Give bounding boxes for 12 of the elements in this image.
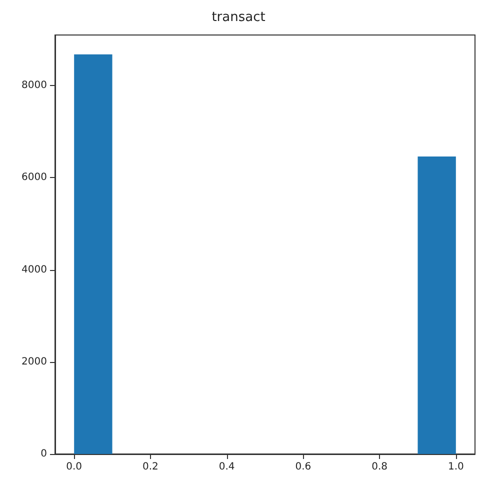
x-tick-label: 1.0 bbox=[448, 462, 464, 472]
x-tick-label: 0.6 bbox=[295, 462, 312, 472]
y-tick-label: 6000 bbox=[22, 172, 47, 184]
x-tick-label: 0.4 bbox=[218, 462, 235, 472]
chart-title: transact bbox=[212, 10, 266, 25]
y-tick-label: 8000 bbox=[22, 80, 47, 92]
x-tick-label: 0.8 bbox=[372, 462, 388, 472]
x-tick-label: 0.0 bbox=[66, 462, 82, 472]
x-tick-label: 0.2 bbox=[142, 462, 158, 472]
y-tick-label: 0 bbox=[40, 448, 47, 460]
y-tick-label: 2000 bbox=[22, 356, 47, 368]
y-tick-label: 4000 bbox=[22, 264, 47, 276]
